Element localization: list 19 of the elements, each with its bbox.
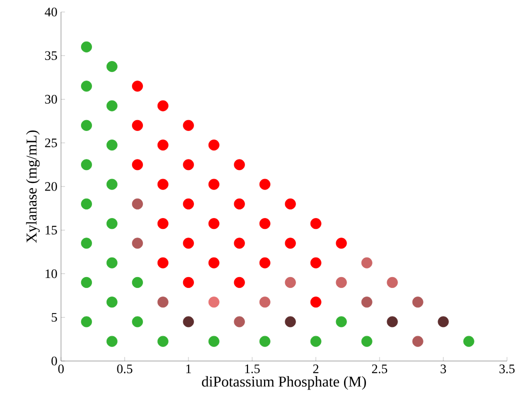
y-tick-label: 35 (45, 51, 57, 60)
x-axis-title: diPotassium Phosphate (M) (202, 376, 366, 390)
x-tick-label: 2.5 (372, 364, 388, 374)
x-tick-label: 3 (440, 364, 446, 374)
y-tick-label: 10 (46, 269, 57, 278)
y-tick-label: 25 (45, 138, 57, 148)
y-tick-label: 40 (44, 8, 57, 16)
y-axis-title: Xylanase (mg/mL) (26, 130, 40, 243)
y-tick-label: 0 (52, 356, 57, 366)
y-tick-label: 15 (46, 226, 57, 234)
x-tick-label: 1 (186, 364, 191, 374)
x-tick-label: 2 (313, 364, 318, 374)
x-tick-label: 0.5 (117, 364, 132, 374)
y-tick-label: 20 (45, 182, 57, 191)
y-tick-label: 30 (45, 94, 57, 104)
x-tick-label: 0 (58, 364, 64, 374)
x-tick-label: 1.5 (245, 364, 260, 374)
x-tick-label: 3.5 (500, 364, 515, 374)
y-tick-label: 5 (52, 313, 57, 322)
